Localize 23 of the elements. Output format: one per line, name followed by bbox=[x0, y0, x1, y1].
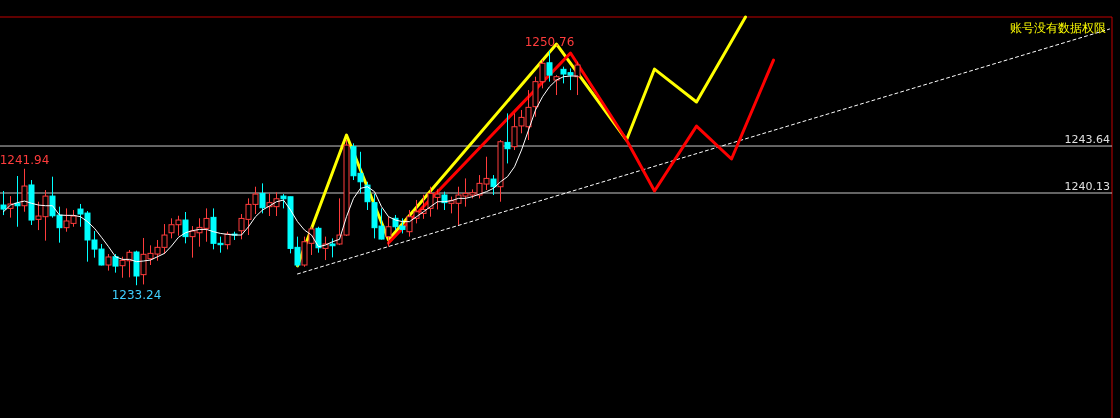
candlestick bbox=[112, 253, 119, 274]
candlestick bbox=[553, 74, 560, 96]
annotation: 1250.76 bbox=[524, 34, 575, 49]
candlestick bbox=[490, 174, 497, 196]
annotation: 1233.24 bbox=[111, 288, 162, 303]
candlestick bbox=[133, 250, 140, 286]
ref-line-label: 1243.64 bbox=[1064, 133, 1110, 147]
candlestick bbox=[546, 50, 553, 83]
candlestick bbox=[14, 175, 21, 228]
candlestick bbox=[329, 237, 336, 258]
candlestick bbox=[364, 181, 371, 211]
annotation: 账号没有数据权限 bbox=[1010, 21, 1106, 35]
candlestick bbox=[385, 216, 392, 248]
ref-line-label: 1240.13 bbox=[1064, 180, 1110, 194]
candlestick bbox=[0, 190, 7, 216]
candlestick bbox=[574, 61, 581, 96]
candlestick bbox=[504, 112, 511, 164]
annotation: 1241.94 bbox=[0, 152, 50, 167]
candlestick bbox=[315, 226, 322, 254]
candlestick bbox=[21, 168, 28, 213]
candlestick bbox=[441, 191, 448, 211]
candlestick bbox=[182, 211, 189, 244]
candlestick bbox=[259, 182, 266, 214]
